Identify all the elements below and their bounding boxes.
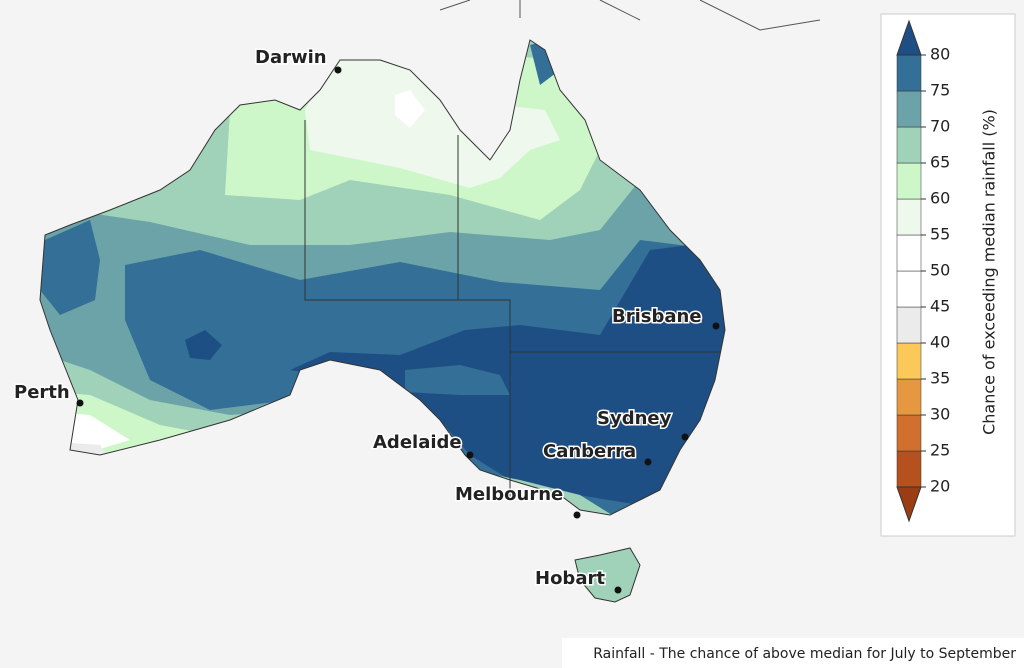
city-label: Sydney (597, 408, 672, 429)
city-dot (466, 451, 474, 459)
legend-tick-label: 35 (930, 369, 950, 388)
legend-above (896, 19, 922, 56)
city-dot (644, 458, 652, 466)
city-dot (614, 586, 622, 594)
city-label: Darwin (255, 47, 327, 68)
city-dot (712, 322, 720, 330)
legend-band (896, 54, 922, 92)
legend-tick-label: 45 (930, 297, 950, 316)
contour-80 (185, 330, 222, 360)
legend-title: Chance of exceeding median rainfall (%) (980, 109, 999, 435)
city-label: Perth (14, 382, 70, 403)
legend-tick-label: 55 (930, 225, 950, 244)
city-label: Hobart (535, 568, 605, 589)
legend-tick-label: 75 (930, 81, 950, 100)
legend: 20 25 30 35 40 45 50 55 60 65 70 75 80 Chance of exce… (896, 19, 999, 523)
contour-75 (40, 220, 100, 315)
caption: Rainfall - The chance of above median fo… (593, 646, 1016, 662)
legend-band (896, 450, 922, 488)
legend-band (896, 126, 922, 164)
legend-band (896, 198, 922, 236)
legend-tick-label: 65 (930, 153, 950, 172)
state-borders (304, 120, 720, 500)
city-label: Melbourne (455, 484, 563, 505)
city-label: Brisbane (612, 306, 702, 327)
legend-band (896, 90, 922, 128)
legend-tick-label: 80 (930, 45, 950, 64)
legend-band (896, 414, 922, 452)
city-dot (573, 511, 581, 519)
legend-band (896, 270, 922, 308)
neighbour-coasts (439, 0, 821, 31)
legend-tick-label: 20 (930, 477, 950, 496)
legend-band (896, 306, 922, 344)
legend-below (896, 486, 922, 523)
legend-tick-label: 30 (930, 405, 950, 424)
legend-band (896, 162, 922, 200)
city-dot (334, 66, 342, 74)
caption-box (562, 638, 1024, 668)
city-dot (681, 433, 689, 441)
legend-band (896, 342, 922, 380)
contour-55 (305, 60, 560, 188)
legend-tick-label: 50 (930, 261, 950, 280)
city-dot (76, 399, 84, 407)
city-label: Adelaide (373, 432, 462, 453)
tasmania (574, 547, 641, 603)
contour-50 (395, 90, 425, 128)
legend-tick-label: 25 (930, 441, 950, 460)
legend-tick-label: 60 (930, 189, 950, 208)
legend-band (896, 378, 922, 416)
legend-tick-label: 70 (930, 117, 950, 136)
contour-75 (405, 365, 510, 395)
city-markers (76, 66, 720, 594)
city-label: Canberra (543, 441, 636, 462)
legend-band (896, 234, 922, 272)
legend-tick-label: 40 (930, 333, 950, 352)
